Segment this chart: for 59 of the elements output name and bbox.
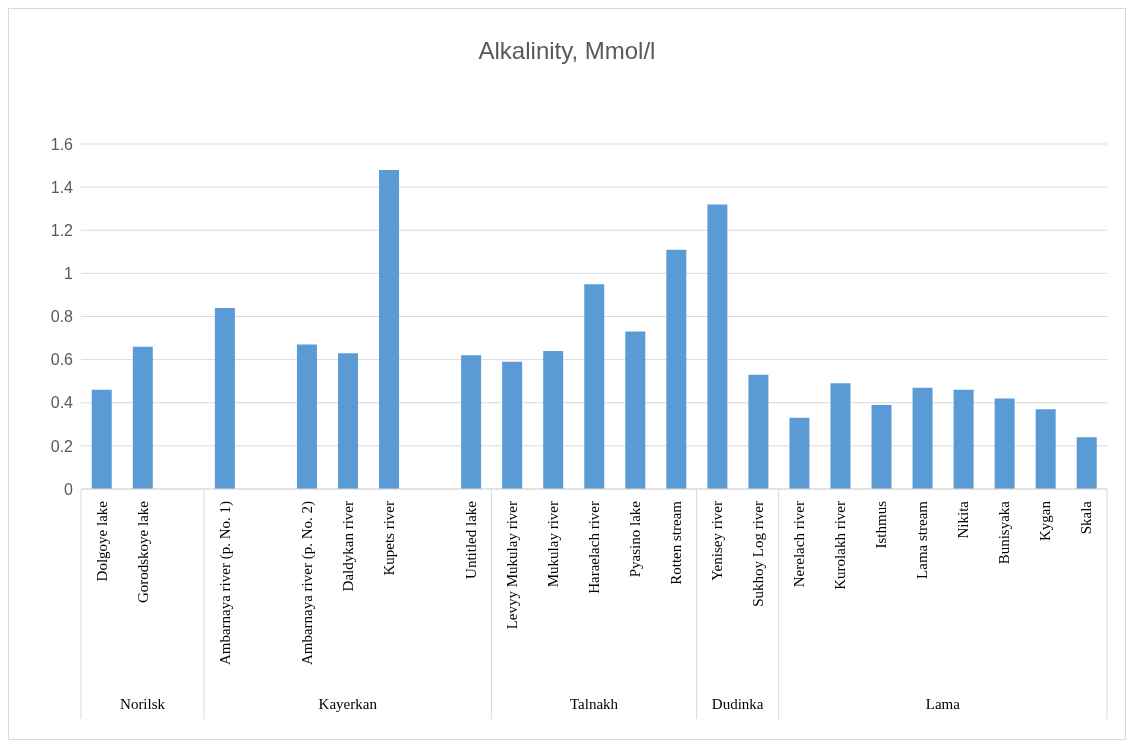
text: Kayerkan bbox=[318, 696, 378, 712]
bar bbox=[871, 404, 892, 489]
x-tick-label: Yenisey river bbox=[709, 501, 726, 581]
bar bbox=[789, 417, 810, 489]
bar bbox=[625, 331, 646, 489]
x-tick-label: Isthmus bbox=[873, 500, 890, 549]
text: Talnakh bbox=[569, 696, 619, 712]
bar bbox=[707, 204, 728, 489]
bar bbox=[1076, 437, 1097, 489]
bar bbox=[91, 389, 112, 489]
bar bbox=[912, 387, 933, 489]
bar bbox=[461, 355, 482, 489]
chart-title: Alkalinity, Mmol/l bbox=[477, 37, 657, 65]
x-tick-label: Haraelach river bbox=[586, 501, 602, 594]
x-tick-label: Levyy Mukulay river bbox=[503, 501, 520, 630]
x-tick-label: Nikita bbox=[955, 500, 972, 539]
bar bbox=[502, 361, 523, 489]
x-tick-label: Dolgoye lake bbox=[93, 500, 110, 582]
x-tick-label: Kupets river bbox=[380, 501, 397, 576]
bar bbox=[132, 346, 153, 489]
bar bbox=[748, 374, 769, 489]
x-tick-label: Untitled lake bbox=[462, 500, 479, 579]
x-tick-label: Rotten stream bbox=[668, 500, 685, 585]
y-tick-label: 0.2 bbox=[50, 437, 74, 455]
x-tick-label: Nerelach river bbox=[791, 501, 808, 588]
bar bbox=[1035, 409, 1056, 489]
y-tick-label: 0.8 bbox=[50, 308, 74, 326]
x-tick-label: Pyasino lake bbox=[627, 500, 644, 578]
x-tick-label: Daldykan river bbox=[339, 501, 356, 592]
y-tick-label: 0 bbox=[64, 480, 74, 498]
x-tick-label: Skala bbox=[1078, 500, 1095, 535]
text: Dudinka bbox=[711, 696, 764, 712]
x-tick-label: Ambarnaya river (p. No. 2) bbox=[298, 501, 316, 666]
x-tick-label: Kurolakh river bbox=[832, 501, 849, 590]
bar bbox=[666, 249, 687, 489]
bar bbox=[584, 284, 605, 489]
y-tick-label: 1.4 bbox=[50, 178, 74, 196]
bar bbox=[953, 389, 974, 489]
y-tick-label: 1 bbox=[64, 265, 74, 283]
text: Norilsk bbox=[120, 696, 166, 712]
x-tick-label: Kygan bbox=[1037, 500, 1054, 541]
y-tick-label: 0.6 bbox=[50, 351, 74, 369]
bar bbox=[994, 398, 1015, 489]
bar bbox=[338, 353, 358, 489]
x-tick-label: Lama stream bbox=[914, 500, 931, 579]
bar bbox=[214, 307, 235, 489]
x-tick-label: Gorodskoye lake bbox=[134, 500, 151, 604]
bar bbox=[543, 351, 564, 489]
text: Lama bbox=[925, 696, 961, 712]
y-tick-label: 1.6 bbox=[50, 135, 74, 153]
x-tick-label: Bunisyaka bbox=[996, 500, 1013, 565]
y-tick-label: 1.2 bbox=[50, 221, 74, 239]
x-tick-label: Sukhoy Log river bbox=[750, 501, 767, 607]
x-tick-label: Ambarnaya river (p. No. 1) bbox=[216, 501, 234, 666]
bar bbox=[296, 344, 317, 489]
bar bbox=[830, 383, 851, 489]
y-tick-label: 0.4 bbox=[50, 394, 74, 412]
bar bbox=[379, 169, 400, 489]
x-tick-label: Mukulay river bbox=[544, 501, 561, 588]
